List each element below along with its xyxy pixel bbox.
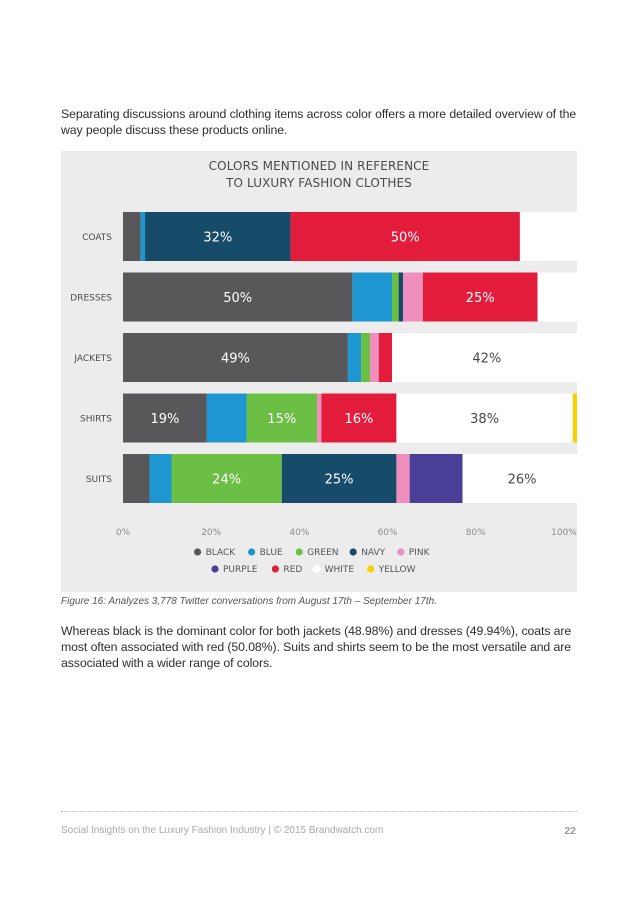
data-label-shirts-white: 38%: [470, 412, 499, 427]
category-label-coats: COATS: [82, 233, 112, 243]
data-label-shirts-black: 19%: [150, 412, 179, 427]
bar-suits-white: [462, 454, 577, 503]
bar-jackets-pink: [369, 333, 379, 382]
legend-label-green: GREEN: [307, 548, 338, 558]
chart-figure: COLORS MENTIONED IN REFERENCE TO LUXURY …: [61, 151, 577, 592]
legend-swatch-navy: [349, 548, 357, 556]
x-tick-label-80-: 80%: [466, 528, 486, 538]
figure-caption: Figure 16: Analyzes 3,778 Twitter conver…: [61, 596, 437, 607]
data-label-dresses-black: 50%: [223, 291, 252, 306]
bar-shirts-blue: [206, 393, 247, 443]
data-label-coats-red: 50%: [391, 231, 420, 246]
legend-label-black: BLACK: [206, 548, 237, 558]
chart-title-line-2: TO LUXURY FASHION CLOTHES: [226, 176, 412, 190]
bar-jackets-black: [123, 333, 348, 382]
bar-dresses-blue: [352, 272, 393, 322]
legend-label-yellow: YELLOW: [378, 565, 416, 575]
x-tick-label-40-: 40%: [289, 528, 309, 538]
bar-jackets-green: [361, 333, 370, 382]
bar-shirts-pink: [317, 393, 322, 443]
bar-coats-blue: [140, 212, 146, 261]
bar-suits-purple: [409, 454, 463, 503]
data-label-shirts-red: 16%: [344, 412, 373, 427]
stacked-bar-chart: COATS 32% 50% DRESSES 50% 25% JACKETS 49% 42% SHI…: [70, 212, 577, 575]
bar-dresses-pink: [403, 272, 423, 322]
x-tick-label-100-: 100%: [551, 528, 577, 538]
legend-swatch-white: [312, 564, 321, 574]
legend-swatch-green: [295, 548, 303, 556]
bar-dresses-red: [422, 272, 538, 322]
legend-swatch-black: [194, 548, 202, 556]
x-tick-label-0-: 0%: [116, 528, 131, 538]
bar-suits-blue: [149, 454, 172, 503]
legend-swatch-pink: [397, 548, 405, 556]
bar-suits-green: [171, 454, 282, 503]
bar-dresses-green: [392, 272, 399, 322]
body-paragraph: Whereas black is the dominant color for …: [61, 624, 572, 670]
data-label-coats-navy: 32%: [203, 231, 232, 246]
category-label-shirts: SHIRTS: [80, 415, 112, 425]
bar-coats-red: [290, 212, 520, 261]
bar-suits-navy: [281, 454, 397, 503]
page-number: 22: [564, 825, 576, 837]
legend-swatch-yellow: [367, 565, 375, 573]
footer-text: Social Insights on the Luxury Fashion In…: [61, 825, 384, 836]
legend-label-white: WHITE: [325, 565, 355, 575]
bar-coats-white: [519, 212, 577, 261]
bar-coats-black: [123, 212, 141, 261]
data-label-shirts-green: 15%: [267, 412, 296, 427]
legend-label-red: RED: [283, 565, 302, 575]
bar-coats-navy: [145, 212, 291, 261]
bar-jackets-white: [392, 333, 577, 382]
bar-shirts-black: [123, 393, 207, 443]
bar-jackets-blue: [347, 333, 362, 382]
bar-shirts-white: [396, 393, 573, 443]
data-label-suits-green: 24%: [212, 473, 241, 488]
data-label-suits-navy: 25%: [325, 473, 354, 488]
data-label-suits-white: 26%: [508, 473, 537, 488]
legend-swatch-purple: [211, 565, 219, 573]
bar-jackets-red: [378, 333, 393, 382]
bar-dresses-navy: [398, 272, 404, 322]
category-label-dresses: DRESSES: [70, 294, 112, 304]
legend-label-purple: PURPLE: [223, 565, 258, 575]
bar-shirts-red: [321, 393, 397, 443]
category-label-jackets: JACKETS: [73, 354, 112, 364]
bar-dresses-black: [123, 272, 353, 322]
legend-swatch-blue: [248, 548, 256, 556]
legend-swatch-red: [271, 565, 279, 573]
bar-dresses-white: [537, 272, 577, 322]
legend-label-blue: BLUE: [260, 548, 283, 558]
x-tick-label-60-: 60%: [378, 528, 398, 538]
bar-suits-black: [123, 454, 150, 503]
data-label-jackets-white: 42%: [472, 352, 501, 367]
bar-suits-pink: [396, 454, 410, 503]
x-tick-label-20-: 20%: [201, 528, 221, 538]
legend-label-pink: PINK: [409, 548, 431, 558]
data-label-jackets-black: 49%: [221, 352, 250, 367]
bar-shirts-green: [246, 393, 318, 443]
footer-divider: [61, 811, 577, 812]
category-label-suits: SUITS: [86, 475, 112, 485]
chart-title-line-1: COLORS MENTIONED IN REFERENCE: [208, 159, 430, 173]
intro-paragraph: Separating discussions around clothing i…: [61, 107, 577, 137]
bar-shirts-yellow: [572, 393, 577, 443]
data-label-dresses-red: 25%: [466, 291, 495, 306]
legend-label-navy: NAVY: [361, 548, 385, 558]
